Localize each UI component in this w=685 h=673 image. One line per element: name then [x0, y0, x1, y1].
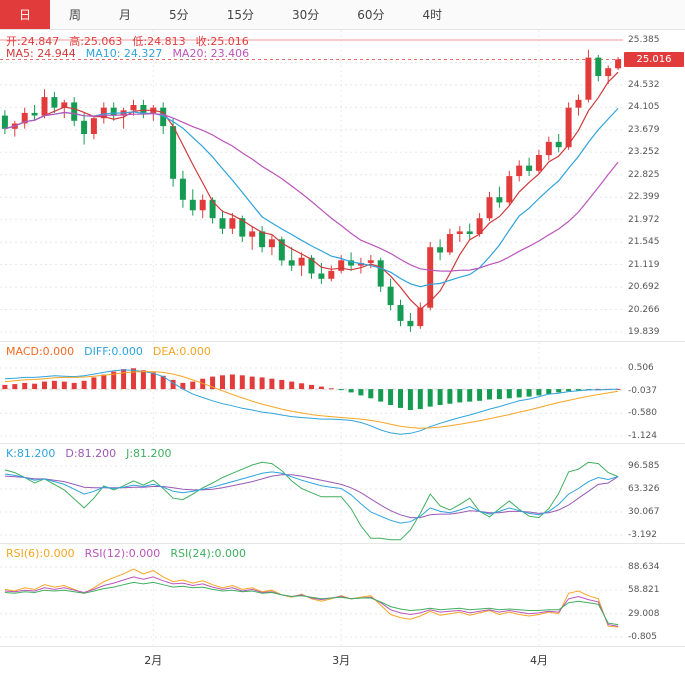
axis-tick-label: 21.119	[628, 259, 660, 270]
timeframe-tab-month[interactable]: 月	[119, 8, 132, 22]
axis-tick-label: 96.585	[628, 461, 660, 471]
axis-tick-label: 29.008	[628, 608, 660, 619]
macd-axis: 0.506 -0.037 -0.580 -1.124	[623, 342, 685, 443]
timeframe-tab-day[interactable]: 日	[0, 0, 51, 29]
axis-tick-label: 23.679	[628, 124, 660, 135]
axis-tick-label: 20.692	[628, 282, 660, 293]
rsi-panel: RSI(6):0.000 RSI(12):0.000 RSI(24):0.000 8…	[0, 544, 685, 647]
axis-tick-label: 24.105	[628, 102, 660, 113]
axis-tick-label: 21.972	[628, 214, 660, 225]
kdj-axis: 96.585 63.326 30.067 -3.192	[623, 444, 685, 543]
axis-tick-label: 22.399	[628, 192, 660, 203]
month-label: 4月	[529, 654, 548, 667]
axis-tick-label: 24.532	[628, 79, 660, 90]
timeframe-tab-week[interactable]: 周	[69, 8, 82, 22]
rsi-chart-canvas[interactable]	[0, 544, 623, 647]
month-label: 2月	[144, 654, 163, 667]
axis-tick-label: -3.192	[628, 530, 658, 540]
macd-chart-canvas[interactable]	[0, 342, 623, 444]
macd-panel: MACD:0.000 DIFF:0.000 DEA:0.000 0.506 -0.03…	[0, 342, 685, 444]
price-panel: 开:24.847 高:25.063 低:24.813 收:25.016 MA5: 24…	[0, 30, 685, 342]
axis-tick-label: -0.805	[628, 632, 658, 642]
timeframe-tab-60min[interactable]: 60分	[357, 8, 385, 22]
axis-tick-label: 25.385	[628, 35, 660, 45]
axis-tick-label: 22.825	[628, 169, 660, 180]
axis-tick-label: -1.124	[628, 431, 658, 441]
axis-tick-label: -0.580	[628, 408, 658, 419]
axis-tick-label: 30.067	[628, 507, 660, 517]
price-axis: 25.385 24.532 24.105 23.679 23.252 22.825 22.3…	[623, 30, 685, 341]
axis-tick-label: -0.037	[628, 385, 658, 396]
kdj-panel: K:81.200 D:81.200 J:81.200 96.585 63.326 30.…	[0, 444, 685, 544]
timeframe-tab-30min[interactable]: 30分	[291, 8, 320, 22]
axis-tick-label: 20.266	[628, 304, 660, 315]
axis-tick-label: 88.634	[628, 562, 660, 572]
axis-tick-label: 63.326	[628, 484, 660, 494]
last-price-tag: 25.016	[624, 51, 684, 67]
axis-tick-label: 23.252	[628, 147, 660, 158]
rsi-axis: 88.634 58.821 29.008 -0.805	[623, 544, 685, 646]
kdj-chart-canvas[interactable]	[0, 444, 623, 544]
axis-tick-label: 0.506	[628, 363, 654, 373]
timeframe-tab-4hour[interactable]: 4时	[422, 8, 443, 22]
axis-tick-label: 19.839	[628, 327, 660, 337]
timeframe-tab-5min[interactable]: 5分	[169, 8, 189, 22]
axis-tick-label: 21.545	[628, 237, 660, 248]
timeframe-tab-15min[interactable]: 15分	[226, 8, 254, 22]
month-label: 3月	[332, 654, 351, 667]
price-chart-canvas[interactable]	[0, 30, 623, 342]
timeframe-tabbar: 日 周 月 5分 15分 30分 60分 4时	[0, 0, 685, 30]
axis-tick-label: 58.821	[628, 585, 660, 596]
time-axis: 2月 3月 4月	[0, 647, 685, 673]
